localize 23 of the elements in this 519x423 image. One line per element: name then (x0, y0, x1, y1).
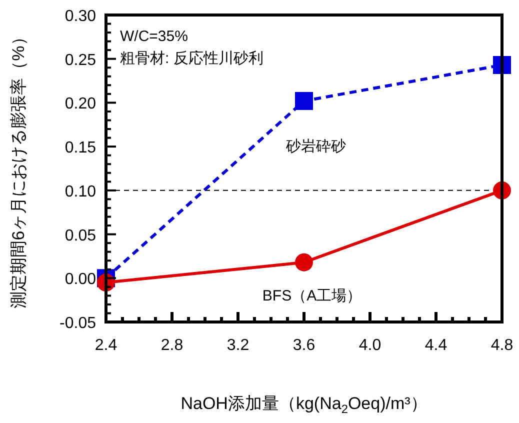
x-tick-label: 4.8 (490, 337, 514, 354)
x-tick-label: 2.8 (160, 337, 184, 354)
series-label: BFS（A工場） (262, 287, 362, 304)
point (295, 92, 313, 110)
y-tick-label: 0.20 (64, 96, 96, 113)
x-tick-label: 2.4 (94, 337, 118, 354)
x-tick-label: 4.0 (358, 337, 382, 354)
x-tick-label: 3.2 (226, 337, 250, 354)
y-tick-label: 0.05 (64, 227, 96, 244)
x-axis-title: NaOH添加量（kg(Na$_{2}$Oeq)/m³） (180, 394, 428, 416)
y-tick-label: 0.15 (64, 140, 96, 157)
x-tick-label: 3.6 (292, 337, 316, 354)
y-tick-label: -0.05 (60, 315, 96, 332)
y-tick-label: 0.10 (64, 183, 96, 200)
annotation: W/C=35% (120, 28, 188, 45)
y-tick-label: 0.25 (64, 52, 96, 69)
y-tick-label: 0.00 (64, 271, 96, 288)
series-label: 砂岩砕砂 (285, 138, 346, 155)
annotation: 粗骨材: 反応性川砂利 (120, 50, 264, 67)
x-tick-label: 4.4 (424, 337, 448, 354)
y-tick-label: 0.30 (64, 8, 96, 25)
point (295, 253, 313, 272)
y-axis-title: 測定期間6ヶ月における膨張率（%） (9, 28, 28, 308)
